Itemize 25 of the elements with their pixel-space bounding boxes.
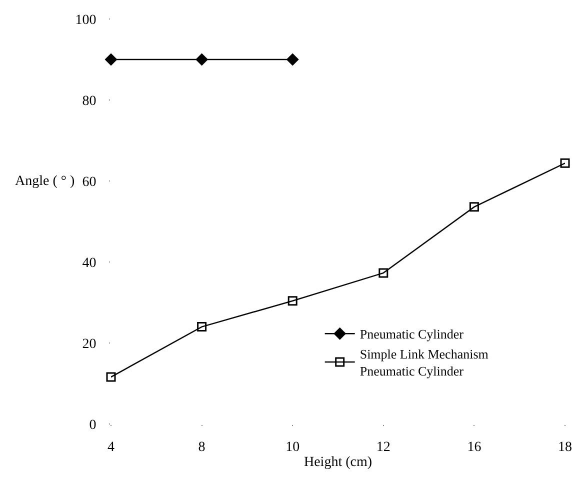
x-tick-label: 4 (108, 440, 114, 455)
legend-label: Pneumatic Cylinder (360, 326, 464, 342)
y-axis-title: Angle ( ° ) (15, 174, 75, 189)
x-tick-label: 8 (198, 440, 206, 455)
point (560, 158, 570, 168)
point (196, 54, 208, 66)
point (286, 54, 299, 66)
point (288, 296, 298, 306)
y-tick-label: 0 (89, 418, 96, 433)
x-tick-label: 10 (286, 440, 300, 455)
point (197, 322, 207, 332)
y-tick-label: 80 (82, 94, 96, 109)
y-tick-label: 40 (82, 256, 96, 271)
point (106, 372, 116, 382)
x-tick-label: 16 (467, 440, 482, 455)
point (469, 202, 479, 212)
legend-label: Simple Link Mechanism Pneumatic Cylinder (360, 346, 488, 379)
y-tick-label: 20 (82, 336, 96, 352)
x-tick-label: 18 (558, 440, 572, 455)
x-axis-title: Height (cm) (304, 455, 372, 470)
y-tick-label: 100 (75, 12, 96, 28)
point (105, 54, 117, 66)
point (378, 268, 388, 278)
y-tick-label: 60 (82, 174, 96, 190)
x-tick-label: 12 (376, 440, 390, 455)
